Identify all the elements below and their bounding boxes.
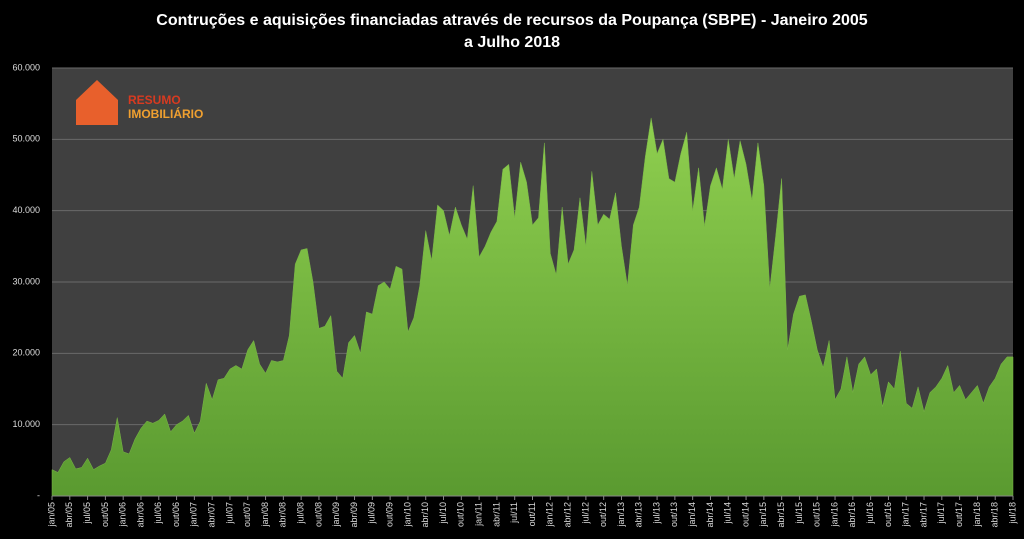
x-tick-label: jul/09 [367,502,377,525]
x-tick-label: jul/12 [580,502,590,525]
x-tick-label: jan/11 [473,502,483,527]
y-tick-label: 60.000 [12,62,40,72]
logo-icon [76,80,118,125]
x-tick-label: abr/05 [64,502,74,528]
x-tick-label: out/11 [527,502,537,526]
x-tick-label: jan/15 [758,502,768,528]
logo-text: IMOBILIÁRIO [128,106,203,121]
x-tick-label: jan/08 [260,502,270,528]
x-tick-label: jul/05 [82,502,92,525]
x-tick-label: jan/13 [616,502,626,528]
x-tick-label: abr/12 [562,502,572,528]
logo [76,80,118,125]
x-tick-label: abr/06 [135,502,145,528]
x-tick-label: out/12 [598,502,608,527]
x-tick-label: abr/09 [349,502,359,528]
area [51,117,1014,497]
x-tick-label: abr/18 [990,502,1000,528]
x-tick-label: out/06 [171,502,181,527]
x-tick-label: jul/15 [794,502,804,525]
x-tick-label: out/14 [740,502,750,527]
logo-text: RESUMO [128,93,181,107]
x-tick-label: jul/14 [723,502,733,525]
x-tick-label: abr/16 [847,502,857,528]
x-tick-label: jan/17 [901,502,911,528]
x-tick-label: jul/13 [651,502,661,525]
x-tick-label: jan/16 [829,502,839,528]
x-tick-label: out/08 [313,502,323,527]
x-tick-label: out/10 [456,502,466,527]
x-tick-label: jul/06 [153,502,163,525]
x-tick-label: jan/12 [545,502,555,528]
y-tick-label: 50.000 [12,134,40,144]
x-tick-label: abr/17 [918,502,928,528]
x-tick-label: abr/07 [207,502,217,528]
x-tick-label: jul/18 [1007,502,1017,525]
x-tick-label: jan/18 [972,502,982,528]
x-tick-label: jul/10 [438,502,448,525]
x-tick-label: out/07 [242,502,252,527]
x-tick-label: out/13 [669,502,679,527]
x-tick-label: out/17 [954,502,964,527]
x-tick-label: abr/13 [634,502,644,528]
x-tick-label: jan/07 [189,502,199,528]
x-tick-label: abr/15 [776,502,786,528]
x-tick-label: jan/06 [118,502,128,528]
x-tick-label: jul/08 [296,502,306,525]
x-tick-label: out/15 [812,502,822,527]
x-tick-label: out/16 [883,502,893,527]
y-tick-label: - [37,490,40,500]
y-tick-label: 30.000 [12,276,40,286]
x-tick-label: jan/05 [46,502,56,528]
x-tick-label: jul/16 [865,502,875,525]
x-tick-label: jan/09 [331,502,341,528]
x-tick-label: abr/10 [420,502,430,528]
x-tick-label: jul/07 [224,502,234,525]
x-tick-label: jan/10 [402,502,412,528]
y-tick-label: 10.000 [12,419,40,429]
x-tick-label: out/09 [385,502,395,527]
x-tick-label: jul/11 [509,502,519,524]
x-tick-label: abr/11 [491,502,501,527]
y-tick-label: 20.000 [12,348,40,358]
x-tick-label: abr/08 [278,502,288,528]
x-tick-label: jul/17 [936,502,946,525]
x-tick-label: jan/14 [687,502,697,528]
x-tick-label: out/05 [100,502,110,527]
y-tick-label: 40.000 [12,205,40,215]
chart-title: Contruções e aquisições financiadas atra… [156,12,868,51]
x-tick-label: abr/14 [705,502,715,528]
